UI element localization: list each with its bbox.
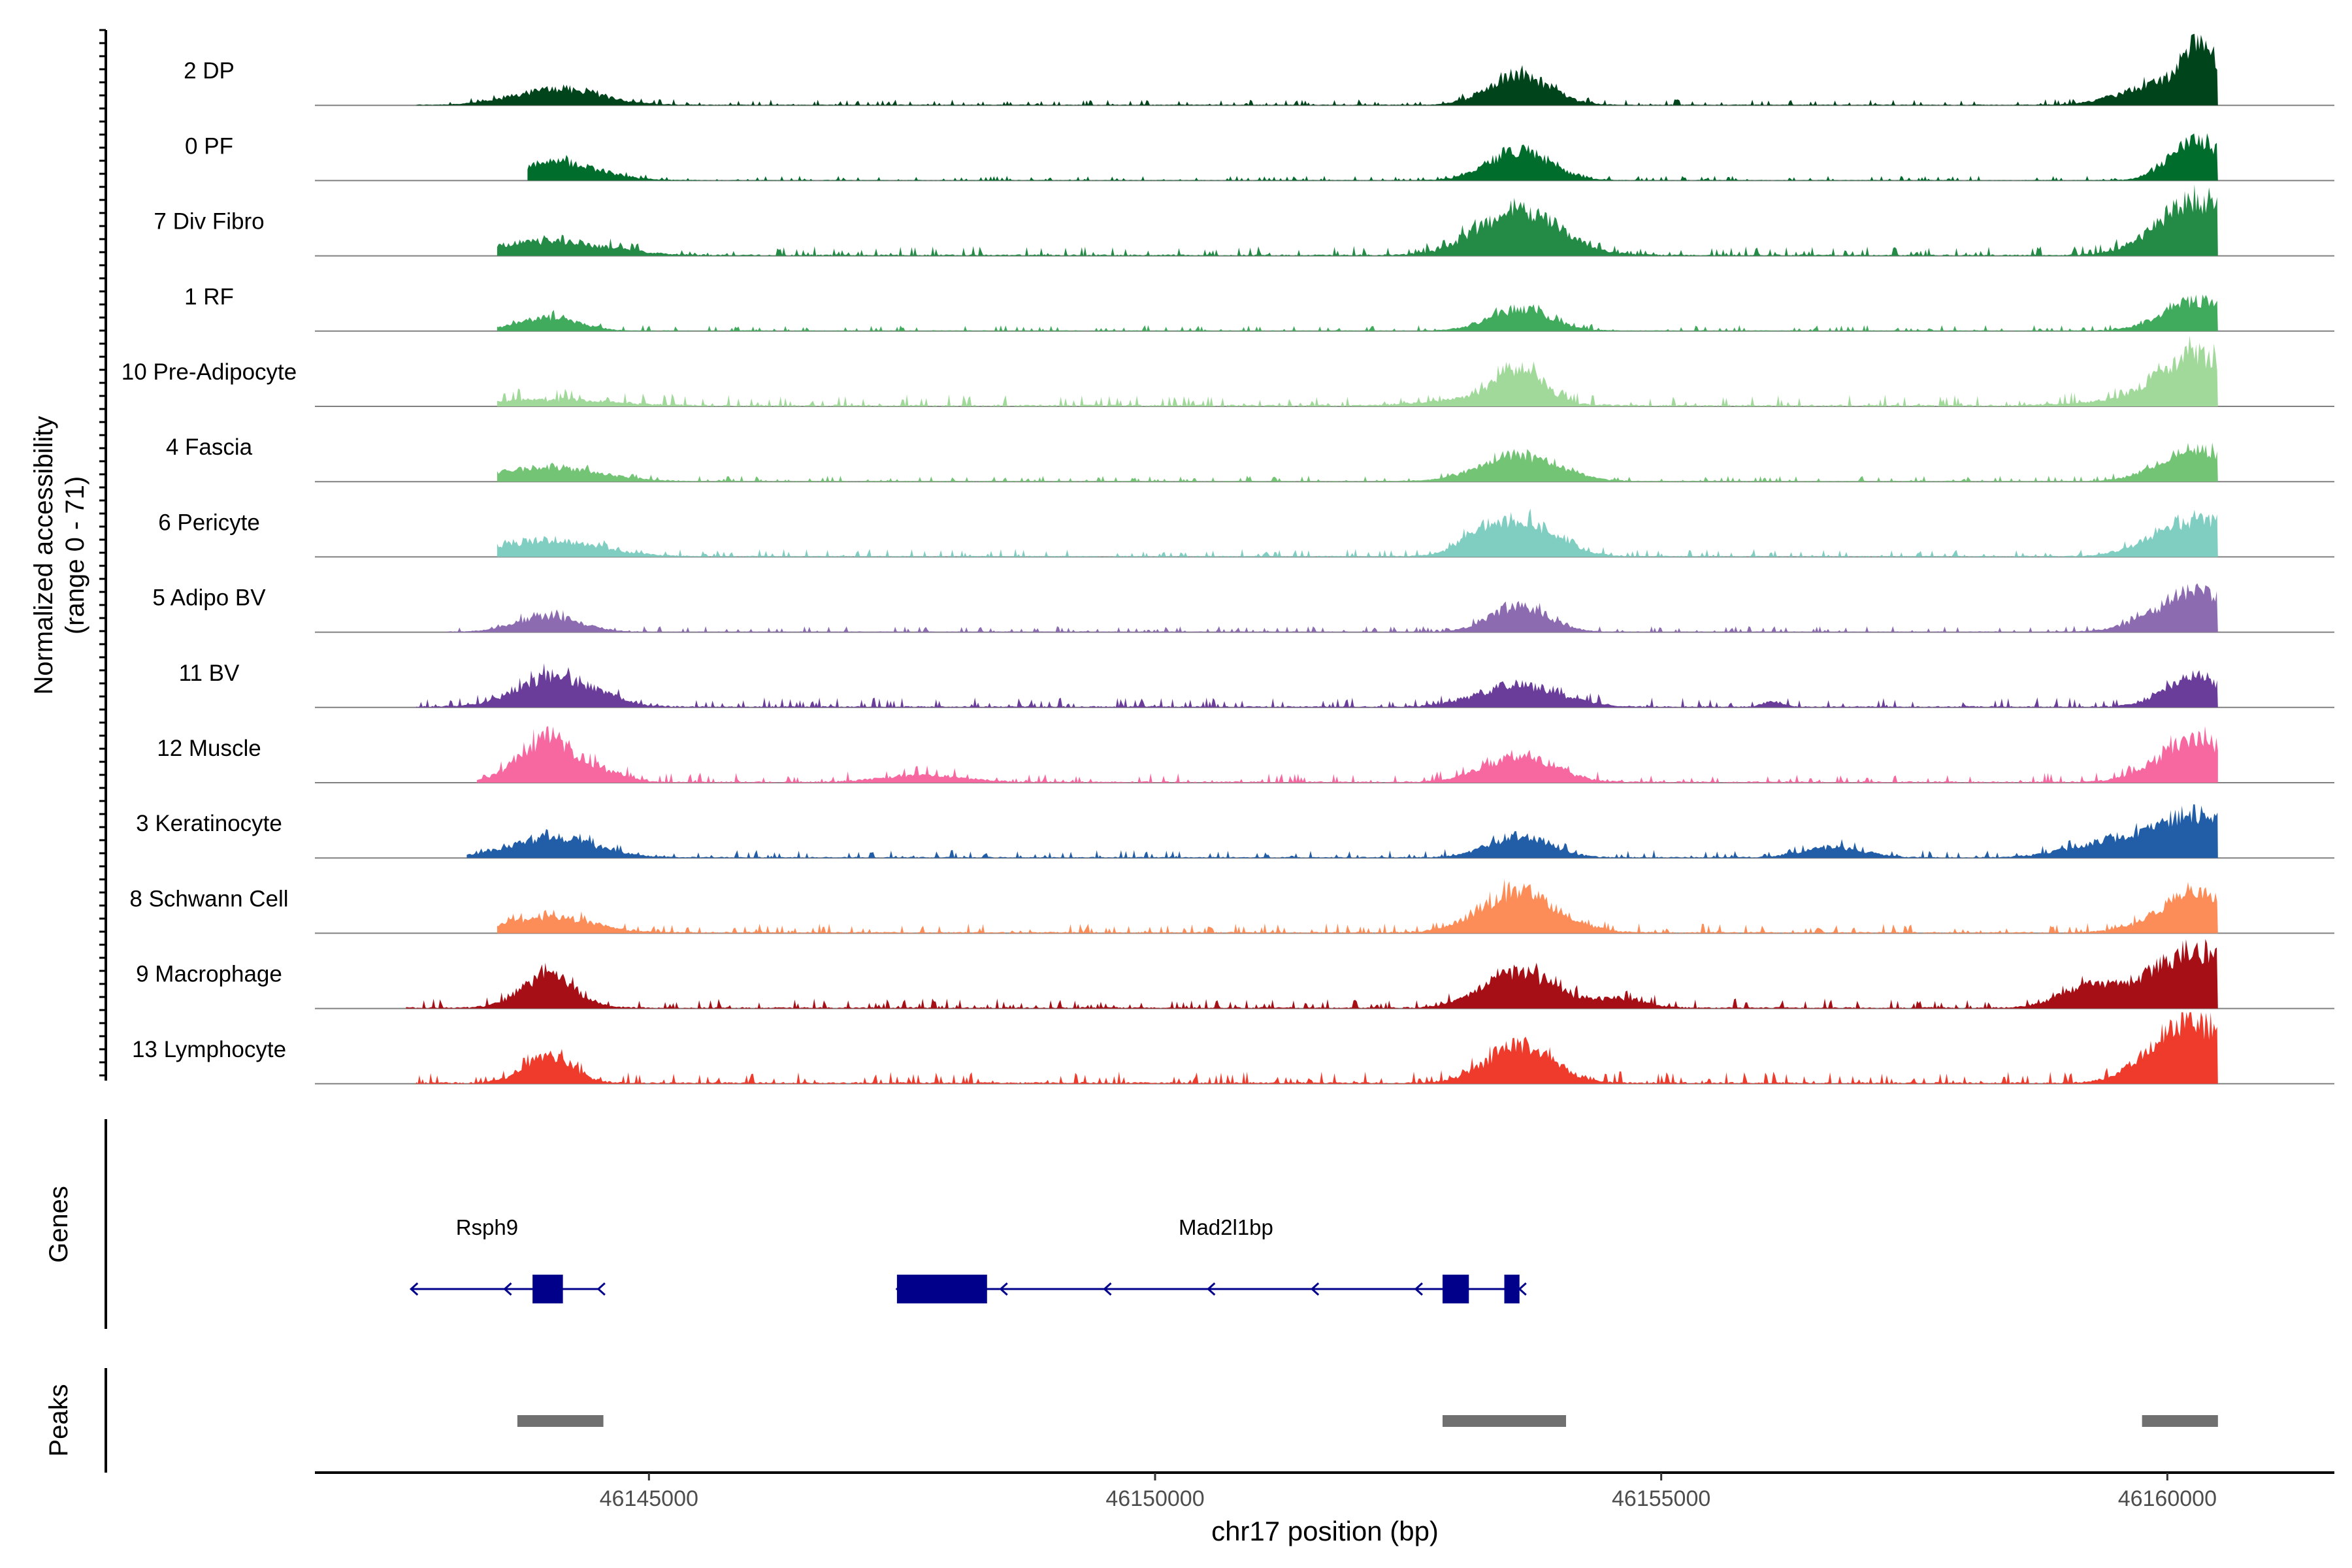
x-tick-label: 46160000 [2118, 1486, 2217, 1511]
peak-region-bar [1443, 1415, 1567, 1427]
genes-panel-label: Genes [44, 1186, 73, 1263]
track-label: 0 PF [185, 133, 233, 159]
x-tick-label: 46150000 [1105, 1486, 1204, 1511]
coverage-panel: Normalized accessibility (range 0 - 71) … [29, 29, 2334, 1085]
track-label: 1 RF [184, 284, 234, 310]
genes-panel: Genes Rsph9 Mad2l1bp [44, 1119, 1527, 1329]
track-label: 13 Lymphocyte [132, 1037, 286, 1062]
track-coverage-area [416, 663, 2218, 708]
track-label: 4 Fascia [166, 434, 253, 460]
gene-rsph9: Rsph9 [409, 1215, 606, 1303]
x-axis: 46145000 46150000 46155000 46160000 chr17 p… [315, 1471, 2334, 1546]
strand-arrow-icon [409, 1282, 419, 1296]
track-13-lymphocyte: 13 Lymphocyte [132, 1012, 2334, 1085]
gene-models: Rsph9 Mad2l1bp [409, 1215, 1527, 1303]
y-axis-label-line2: (range 0 - 71) [61, 476, 90, 634]
strand-arrow-icon [1103, 1282, 1112, 1296]
peaks-panel-label: Peaks [44, 1384, 73, 1456]
track-4-fascia: 4 Fascia [166, 434, 2334, 483]
x-axis-label: chr17 position (bp) [1211, 1516, 1439, 1546]
track-label: 3 Keratinocyte [136, 811, 282, 836]
strand-arrow-icon [999, 1282, 1008, 1296]
strand-arrow-icon [503, 1282, 512, 1296]
track-0-pf: 0 PF [185, 133, 2334, 182]
track-label: 11 BV [179, 661, 240, 686]
strand-arrow-icon [1207, 1282, 1216, 1296]
peak-region-bar [517, 1415, 604, 1427]
gene-exon [1443, 1275, 1469, 1303]
track-label: 7 Div Fibro [154, 209, 264, 235]
strand-arrow-icon [1310, 1282, 1320, 1296]
strand-arrow-icon [1414, 1282, 1423, 1296]
track-12-muscle: 12 Muscle [157, 726, 2334, 783]
gene-exon [896, 1275, 987, 1303]
track-2-dp: 2 DP [184, 33, 2334, 106]
track-8-schwann-cell: 8 Schwann Cell [129, 879, 2334, 934]
peak-regions [517, 1415, 2218, 1427]
peak-region-bar [2142, 1415, 2218, 1427]
track-label: 8 Schwann Cell [129, 886, 288, 911]
track-10-pre-adipocyte: 10 Pre-Adipocyte [122, 335, 2334, 407]
track-7-div-fibro: 7 Div Fibro [154, 184, 2334, 257]
track-label: 5 Adipo BV [152, 585, 266, 611]
x-tick-label: 46155000 [1612, 1486, 1710, 1511]
track-label: 6 Pericyte [158, 510, 260, 535]
coverage-tracks: 2 DP 0 PF 7 Div Fibro 1 RF 10 Pre-Adipocyte 4… [122, 33, 2334, 1085]
track-label: 2 DP [184, 58, 235, 84]
coverage-y-ticks [99, 29, 106, 1077]
x-axis-ticks: 46145000 46150000 46155000 46160000 [600, 1473, 2217, 1511]
track-coverage-area [466, 804, 2218, 858]
track-label: 10 Pre-Adipocyte [122, 359, 297, 385]
strand-arrow-icon [596, 1282, 606, 1296]
track-coverage-area [416, 33, 2218, 106]
track-9-macrophage: 9 Macrophage [136, 939, 2334, 1009]
gene-mad2l1bp: Mad2l1bp [895, 1215, 1527, 1303]
track-coverage-area [406, 939, 2218, 1009]
track-1-rf: 1 RF [184, 284, 2334, 332]
track-label: 12 Muscle [157, 736, 261, 761]
track-3-keratinocyte: 3 Keratinocyte [136, 804, 2334, 859]
x-tick-label: 46145000 [600, 1486, 698, 1511]
gene-label: Mad2l1bp [1179, 1215, 1273, 1239]
gene-label: Rsph9 [456, 1215, 518, 1239]
track-6-pericyte: 6 Pericyte [158, 508, 2334, 558]
track-5-adipo-bv: 5 Adipo BV [152, 583, 2334, 633]
track-11-bv: 11 BV [179, 661, 2334, 708]
y-axis-label-line1: Normalized accessibility [29, 416, 58, 695]
gene-exon [1504, 1275, 1520, 1303]
track-label: 9 Macrophage [136, 962, 282, 987]
peaks-panel: Peaks [44, 1368, 2218, 1473]
gene-exon [532, 1275, 563, 1303]
